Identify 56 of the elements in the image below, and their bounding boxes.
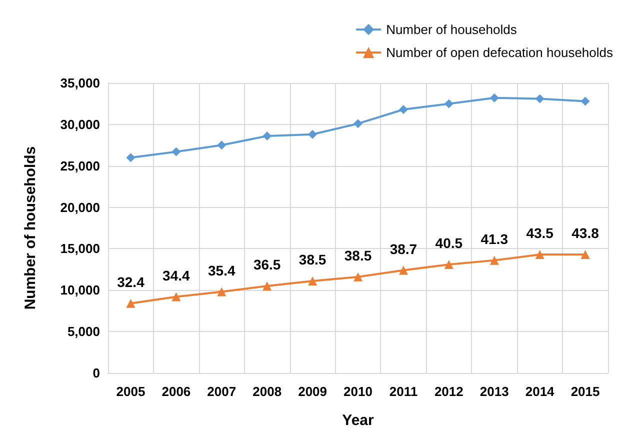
point xyxy=(217,287,226,296)
point xyxy=(490,256,499,265)
x-tick-label: 2011 xyxy=(389,384,418,399)
point xyxy=(262,282,272,290)
point xyxy=(308,130,318,139)
point xyxy=(172,292,181,302)
y-tick-label: 15,000 xyxy=(60,241,100,256)
x-tick-label: 2014 xyxy=(525,384,556,399)
point xyxy=(580,250,590,260)
annotation: 38.7 xyxy=(390,240,418,257)
y-tick-label: 10,000 xyxy=(60,282,100,298)
y-tick-label: 5,000 xyxy=(67,324,100,340)
legend-label: Number of open defecation households xyxy=(386,45,614,60)
y-tick-label: 30,000 xyxy=(60,116,100,132)
point xyxy=(444,99,454,108)
annotation: 38.5 xyxy=(344,247,372,264)
annotation: 34.4 xyxy=(162,267,190,284)
x-tick-label: 2009 xyxy=(298,384,328,399)
y-tick-label: 0 xyxy=(92,366,100,380)
x-tick-label: 2012 xyxy=(434,384,464,399)
point xyxy=(126,298,136,308)
y-tick-label: 20,000 xyxy=(60,200,100,215)
x-axis-title: Year xyxy=(342,412,374,429)
legend-label: Number of households xyxy=(386,22,518,37)
x-tick-label: 2007 xyxy=(207,384,236,399)
point xyxy=(535,94,544,104)
point xyxy=(444,260,454,269)
point xyxy=(126,153,136,162)
annotation: 38.5 xyxy=(298,252,326,268)
point xyxy=(217,140,226,150)
point xyxy=(262,132,272,141)
annotation: 35.4 xyxy=(208,262,236,278)
point xyxy=(354,119,362,128)
point xyxy=(308,276,318,286)
x-tick-label: 2005 xyxy=(116,384,146,399)
annotation: 36.5 xyxy=(253,256,281,272)
point xyxy=(580,96,590,106)
annotation: 43.8 xyxy=(572,225,600,242)
point xyxy=(398,266,408,275)
y-tick-label: 35,000 xyxy=(60,76,100,90)
annotation: 41.3 xyxy=(480,230,508,247)
annotation: 40.5 xyxy=(435,234,463,251)
x-tick-label: 2008 xyxy=(252,384,282,399)
point xyxy=(490,93,499,102)
x-tick-label: 2010 xyxy=(344,384,372,399)
y-tick-label: 25,000 xyxy=(60,158,100,174)
point xyxy=(354,272,362,282)
x-tick-label: 2015 xyxy=(570,384,600,399)
point xyxy=(535,250,544,260)
annotation: 32.4 xyxy=(117,274,145,290)
point xyxy=(172,147,181,156)
x-tick-label: 2006 xyxy=(162,384,191,399)
point xyxy=(398,105,408,114)
x-tick-label: 2013 xyxy=(480,384,509,399)
annotation: 43.5 xyxy=(526,225,554,242)
y-axis-title: Number of households xyxy=(22,146,39,310)
